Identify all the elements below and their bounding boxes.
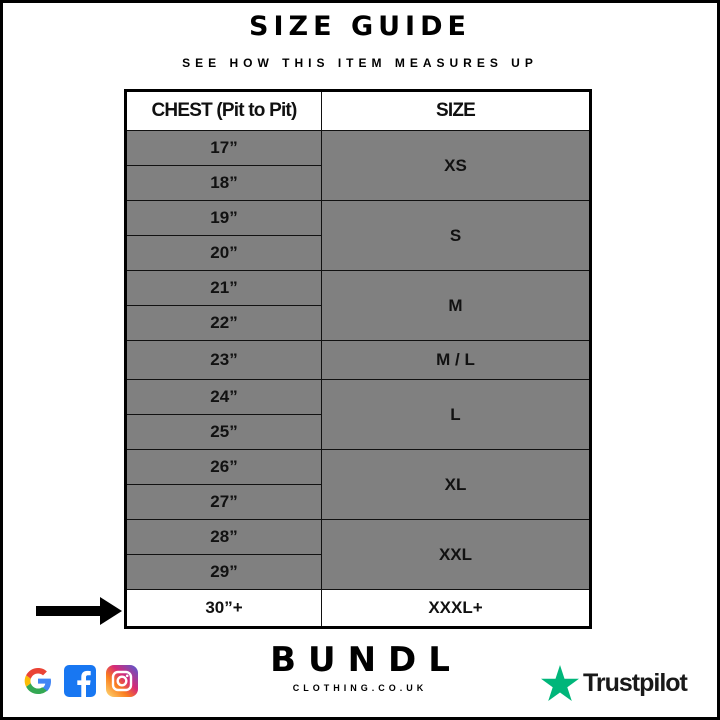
facebook-icon[interactable]: [64, 665, 96, 697]
arrow-icon: [36, 597, 122, 625]
trustpilot-star-icon: [541, 665, 579, 701]
table-row: 25”: [125, 414, 591, 450]
chest-cell: 21”: [125, 270, 322, 306]
size-cell: XL: [321, 449, 591, 520]
size-cell: M: [321, 270, 591, 341]
chest-cell: 17”: [125, 130, 322, 166]
chest-cell: 19”: [125, 200, 322, 236]
page-title: SIZE GUIDE: [249, 11, 471, 42]
page-subtitle: SEE HOW THIS ITEM MEASURES UP: [182, 56, 538, 70]
chest-cell: 20”: [125, 235, 322, 271]
header-size: SIZE: [321, 90, 591, 131]
table-row: 19” S: [125, 200, 591, 271]
header-chest: CHEST (Pit to Pit): [125, 90, 322, 131]
trustpilot-badge[interactable]: Trustpilot: [541, 665, 688, 701]
social-icons: [22, 665, 138, 697]
size-table: CHEST (Pit to Pit) SIZE 17” XS 18” 19” S 20” 2…: [124, 89, 592, 629]
chest-cell: 25”: [125, 414, 322, 450]
size-cell: XS: [321, 130, 591, 201]
table-row: 21” M: [125, 270, 591, 341]
table-row: 30”+ XXXL+: [125, 589, 591, 628]
chest-cell: 22”: [125, 305, 322, 341]
size-cell: XXXL+: [321, 589, 591, 628]
size-cell: M / L: [321, 340, 591, 380]
table-row: 26” XL: [125, 449, 591, 520]
chest-cell: 26”: [125, 449, 322, 485]
chest-cell: 28”: [125, 519, 322, 555]
table-row: 20”: [125, 235, 591, 271]
size-cell: L: [321, 379, 591, 450]
table-row: 29”: [125, 554, 591, 590]
table-row: 23” M / L: [125, 340, 591, 380]
size-cell: XXL: [321, 519, 591, 590]
chest-cell: 23”: [125, 340, 322, 380]
google-icon[interactable]: [22, 665, 54, 697]
brand-url: CLOTHING.CO.UK: [292, 683, 428, 693]
table-row: 28” XXL: [125, 519, 591, 590]
chest-cell: 30”+: [125, 589, 322, 628]
table-row: 27”: [125, 484, 591, 520]
table-row: 24” L: [125, 379, 591, 450]
table-row: 17” XS: [125, 130, 591, 201]
chest-cell: 27”: [125, 484, 322, 520]
table-row: 22”: [125, 305, 591, 341]
brand-name: BUNDL: [270, 640, 462, 680]
instagram-icon[interactable]: [106, 665, 138, 697]
size-cell: S: [321, 200, 591, 271]
chest-cell: 29”: [125, 554, 322, 590]
chest-cell: 24”: [125, 379, 322, 415]
chest-cell: 18”: [125, 165, 322, 201]
trustpilot-label: Trustpilot: [583, 669, 688, 697]
brand-logo: BUNDL CLOTHING.CO.UK: [230, 640, 490, 694]
